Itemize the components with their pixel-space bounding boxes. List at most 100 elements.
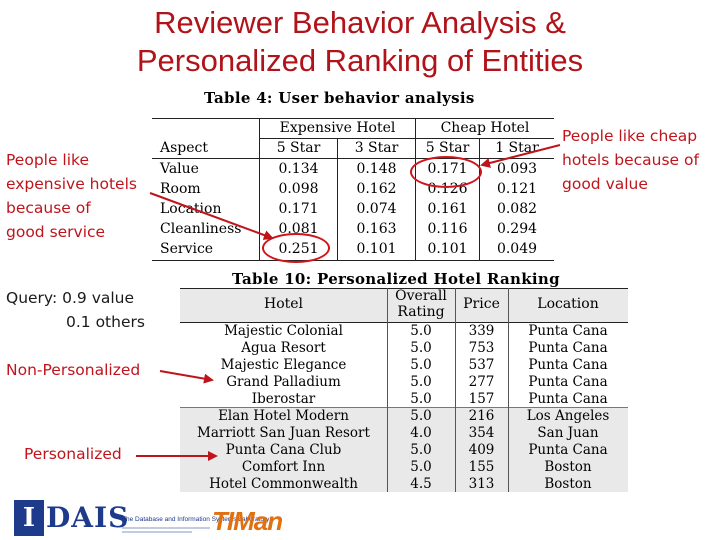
table10-rating-cell: 5.0 bbox=[410, 459, 432, 475]
query-line-1: Query: 0.9 value bbox=[6, 289, 135, 307]
table4-value-cell: 0.121 bbox=[496, 181, 538, 197]
highlight-ellipse-value bbox=[410, 156, 482, 188]
note-left-line-2: expensive hotels bbox=[6, 175, 137, 193]
table4-value-cell: 0.101 bbox=[427, 241, 468, 257]
table4-aspect-cell: Value bbox=[160, 161, 199, 177]
table10-price-cell: 216 bbox=[468, 408, 495, 424]
table4-value-cell: 0.162 bbox=[356, 181, 397, 197]
table4-value-cell: 0.148 bbox=[356, 161, 397, 177]
note-right-line-1: People like cheap bbox=[562, 127, 698, 145]
table10-price-cell: 753 bbox=[468, 340, 495, 356]
table10-rating-cell: 5.0 bbox=[410, 323, 432, 339]
arrow-cheap bbox=[480, 144, 561, 168]
table10-price-cell: 277 bbox=[468, 374, 495, 390]
table10-price-cell: 354 bbox=[468, 425, 495, 441]
table10-col-hotel: Hotel bbox=[263, 296, 304, 312]
page-title: Reviewer Behavior Analysis & Personalize… bbox=[0, 4, 720, 80]
dais-logo-text: DAIS bbox=[46, 501, 130, 534]
table4-value-cell: 0.134 bbox=[278, 161, 319, 177]
table10-hotel-cell: Marriott San Juan Resort bbox=[197, 425, 370, 441]
table10-hotel-cell: Grand Palladium bbox=[226, 374, 341, 390]
table10: Hotel Overall Rating Price Location Maje… bbox=[180, 288, 628, 493]
table10-rating-cell: 5.0 bbox=[410, 357, 432, 373]
table4-value-cell: 0.093 bbox=[496, 161, 538, 177]
table10-price-cell: 409 bbox=[468, 442, 495, 458]
table10-rating-cell: 5.0 bbox=[410, 340, 432, 356]
table10-location-cell: Punta Cana bbox=[528, 374, 608, 390]
table4-aspect-cell: Cleanliness bbox=[160, 221, 242, 237]
table10-caption: Table 10: Personalized Hotel Ranking bbox=[232, 270, 560, 288]
title-line-1: Reviewer Behavior Analysis & bbox=[154, 5, 566, 40]
note-expensive-hotels: People like expensive hotels because of … bbox=[6, 148, 137, 244]
table10-rating-cell: 5.0 bbox=[410, 442, 432, 458]
table4-group-cheap: Cheap Hotel bbox=[440, 120, 530, 136]
table10-rating-cell: 5.0 bbox=[410, 391, 432, 407]
table4-value-cell: 0.074 bbox=[356, 201, 397, 217]
table10-hotel-cell: Elan Hotel Modern bbox=[218, 408, 349, 424]
note-left-line-3: because of bbox=[6, 199, 91, 217]
lab-subtitle-graphic bbox=[122, 527, 210, 533]
table10-location-cell: Punta Cana bbox=[528, 357, 608, 373]
arrow-expensive bbox=[149, 192, 274, 240]
table10-col-overall: Overall bbox=[395, 288, 447, 304]
table10-price-cell: 155 bbox=[468, 459, 495, 475]
table10-hotel-cell: Comfort Inn bbox=[241, 459, 326, 475]
table10-rating-cell: 4.0 bbox=[410, 425, 432, 441]
table10-hotel-cell: Majestic Elegance bbox=[220, 357, 347, 373]
table4-col-exp-3star: 3 Star bbox=[354, 140, 399, 156]
arrow-non-personalized bbox=[159, 370, 214, 384]
table10-hotel-cell: Punta Cana Club bbox=[225, 442, 342, 458]
query-line-2: 0.1 others bbox=[66, 313, 145, 331]
table10-location-cell: Los Angeles bbox=[526, 408, 610, 424]
table10-hotel-cell: Iberostar bbox=[251, 391, 316, 407]
table4-col-exp-5star: 5 Star bbox=[276, 140, 321, 156]
table4-group-expensive: Expensive Hotel bbox=[279, 120, 396, 136]
label-non-personalized: Non-Personalized bbox=[6, 361, 141, 379]
table10-hotel-cell: Majestic Colonial bbox=[224, 323, 343, 339]
table10-col-rating: Rating bbox=[397, 304, 445, 320]
table10-price-cell: 339 bbox=[468, 323, 495, 339]
table4-value-cell: 0.294 bbox=[496, 221, 538, 237]
table10-location-cell: Punta Cana bbox=[528, 442, 608, 458]
table10-location-cell: Boston bbox=[544, 476, 592, 492]
title-line-2: Personalized Ranking of Entities bbox=[136, 43, 584, 78]
table10-price-cell: 157 bbox=[468, 391, 495, 407]
timan-logo: TIMan bbox=[212, 506, 283, 536]
table10-location-cell: Boston bbox=[544, 459, 592, 475]
table4-col-cheap-5star: 5 Star bbox=[425, 140, 470, 156]
dais-logo-mark: I bbox=[14, 500, 44, 536]
table4-value-cell: 0.171 bbox=[278, 201, 319, 217]
table10-hotel-cell: Hotel Commonwealth bbox=[209, 476, 358, 492]
note-cheap-hotels: People like cheap hotels because of good… bbox=[562, 124, 699, 196]
table4-value-cell: 0.163 bbox=[356, 221, 397, 237]
note-right-line-2: hotels because of bbox=[562, 151, 699, 169]
note-left-line-1: People like bbox=[6, 151, 89, 169]
table10-col-location: Location bbox=[537, 296, 599, 312]
label-personalized: Personalized bbox=[24, 445, 122, 463]
table10-price-cell: 537 bbox=[468, 357, 495, 373]
table10-location-cell: San Juan bbox=[537, 425, 599, 441]
note-right-line-3: good value bbox=[562, 175, 648, 193]
table10-price-cell: 313 bbox=[468, 476, 495, 492]
table4-aspect-cell: Room bbox=[160, 181, 201, 197]
note-left-line-4: good service bbox=[6, 223, 106, 241]
highlight-ellipse-service bbox=[262, 233, 330, 263]
table10-hotel-cell: Agua Resort bbox=[241, 340, 326, 356]
table4-aspect-cell: Service bbox=[160, 241, 214, 257]
table10-rating-cell: 5.0 bbox=[410, 374, 432, 390]
table10-col-price: Price bbox=[463, 296, 500, 312]
table10-location-cell: Punta Cana bbox=[528, 340, 608, 356]
table4-col-aspect: Aspect bbox=[160, 140, 209, 156]
lab-name: The Database and Information Systems Lab… bbox=[122, 516, 270, 523]
table4-value-cell: 0.116 bbox=[427, 221, 468, 237]
table10-rating-cell: 4.5 bbox=[410, 476, 432, 492]
table4-caption: Table 4: User behavior analysis bbox=[204, 89, 475, 107]
table4-value-cell: 0.049 bbox=[496, 241, 538, 257]
table4-col-cheap-1star: 1 Star bbox=[495, 140, 539, 156]
table4-value-cell: 0.098 bbox=[278, 181, 319, 197]
table4-value-cell: 0.101 bbox=[356, 241, 397, 257]
table10-location-cell: Punta Cana bbox=[528, 391, 608, 407]
table4-value-cell: 0.082 bbox=[496, 201, 538, 217]
table10-rating-cell: 5.0 bbox=[410, 408, 432, 424]
